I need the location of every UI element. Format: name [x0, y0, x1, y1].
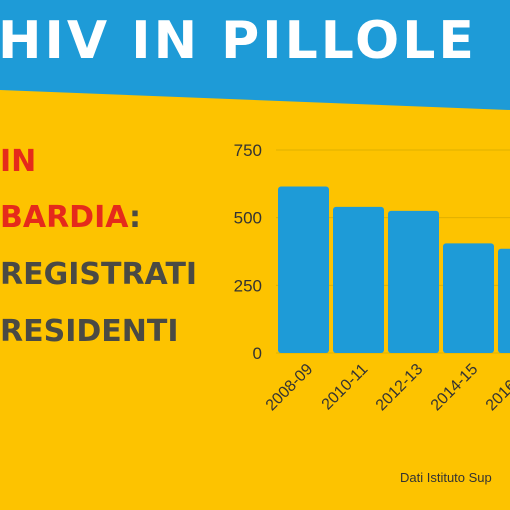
region-name: BARDIA: [0, 200, 130, 235]
source-note: Dati Istituto Sup: [400, 470, 492, 485]
banner: [0, 0, 510, 110]
y-tick-label: 0: [253, 344, 262, 363]
x-tick-label: 2016-17: [483, 361, 510, 415]
banner-shape: [0, 0, 510, 110]
bar: [443, 243, 494, 353]
bar: [388, 210, 439, 353]
x-tick-label: 2014-15: [428, 361, 482, 415]
residenti-label: RESIDENTI: [0, 314, 179, 349]
x-tick-label: 2012-13: [373, 361, 427, 415]
bar: [333, 206, 384, 353]
banner-title: HIV IN PILLOLE: [0, 11, 477, 71]
bar: [278, 186, 329, 353]
y-tick-label: 250: [234, 276, 262, 295]
region-colon: :: [129, 200, 142, 235]
bar: [498, 248, 510, 353]
y-tick-label: 500: [234, 209, 262, 228]
region-line-in: IN: [0, 144, 37, 179]
y-tick-label: 750: [234, 141, 262, 160]
registrati-label: REGISTRATI: [0, 257, 198, 292]
region-line-name: BARDIA:: [0, 198, 141, 238]
x-tick-label: 2008-09: [263, 361, 317, 415]
x-tick-label: 2010-11: [319, 361, 372, 414]
